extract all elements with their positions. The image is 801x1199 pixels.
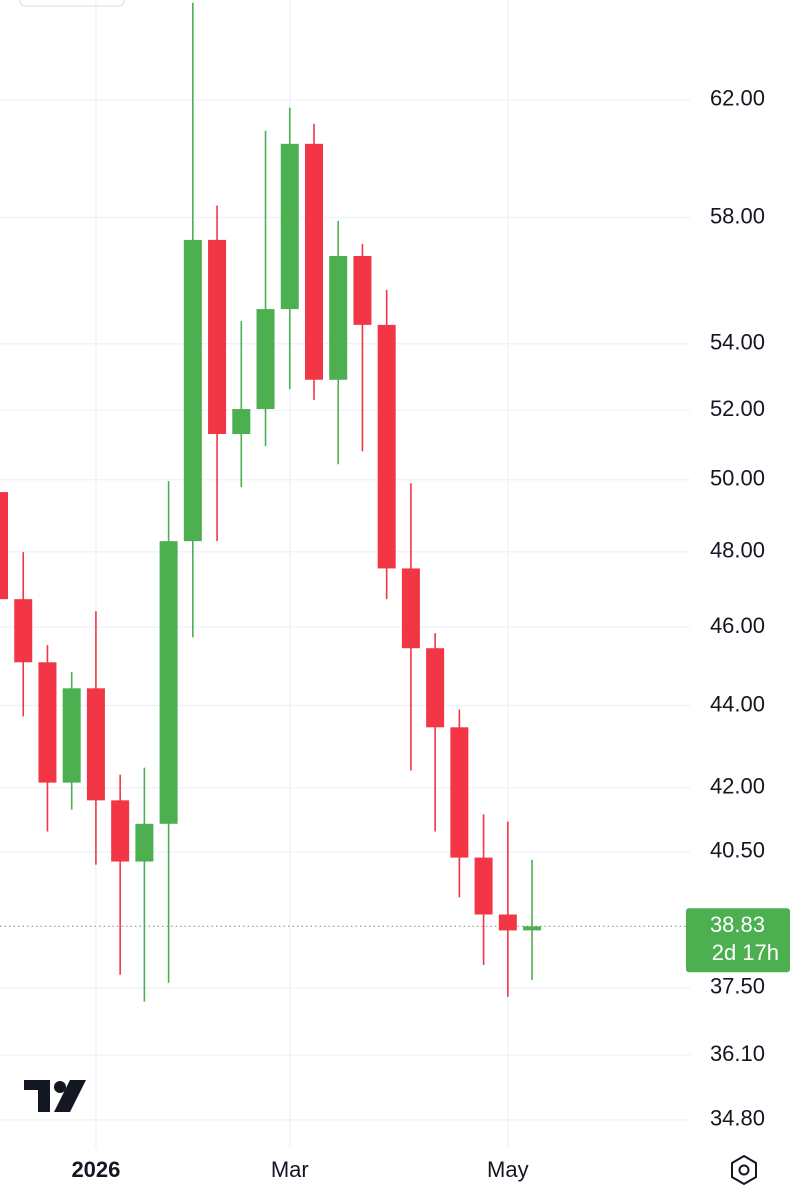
candle-body [280,143,299,310]
y-tick-label: 58.00 [710,203,765,228]
y-tick-label: 36.10 [710,1041,765,1066]
y-tick-label: 50.00 [710,465,765,490]
grid [0,0,690,1148]
candle-body [183,239,202,542]
candle-body [523,926,542,931]
labels: 62.00 58.00 54.00 52.00 50.00 48.00 46.00 44.00… [71,86,790,1182]
settings-icon[interactable] [731,1154,757,1186]
candle-body [450,727,469,858]
y-tick-label: 46.00 [710,613,765,638]
candle-body [0,492,8,600]
y-tick-label: 62.00 [710,86,765,111]
x-tick-label: May [487,1157,529,1182]
candle-body [135,823,154,862]
candle-body [304,143,323,380]
candle-body [38,662,57,783]
logo [24,1080,86,1112]
price-tag [686,908,790,973]
candle-body [474,857,493,915]
y-tick-label: 48.00 [710,538,765,563]
y-tick-label: 42.00 [710,773,765,798]
price-tag-value: 38.83 [710,912,765,937]
candle-body [208,239,227,435]
y-tick-label: 52.00 [710,396,765,421]
candle-body [62,688,81,783]
x-tick-label: 2026 [71,1157,120,1182]
candle-body [329,255,348,380]
candle-body [256,309,275,410]
y-tick-label: 54.00 [710,330,765,355]
candle-body [498,914,517,931]
candle-body [14,599,33,663]
candle-body [353,255,372,325]
y-tick-label: 40.50 [710,838,765,863]
candle-body [86,688,105,801]
candle-body [159,541,178,824]
y-tick-label: 37.50 [710,974,765,999]
candle-body [426,648,445,728]
countdown: 2d 17h [712,940,779,965]
candles [0,2,542,1002]
x-tick-label: Mar [271,1157,309,1182]
candle-body [111,800,130,862]
y-tick-label: 44.00 [710,691,765,716]
candle-body [377,324,396,569]
candle-body [401,568,420,649]
toolbar-button[interactable] [19,0,125,7]
y-tick-label: 34.80 [710,1106,765,1131]
candle-body [232,409,251,435]
